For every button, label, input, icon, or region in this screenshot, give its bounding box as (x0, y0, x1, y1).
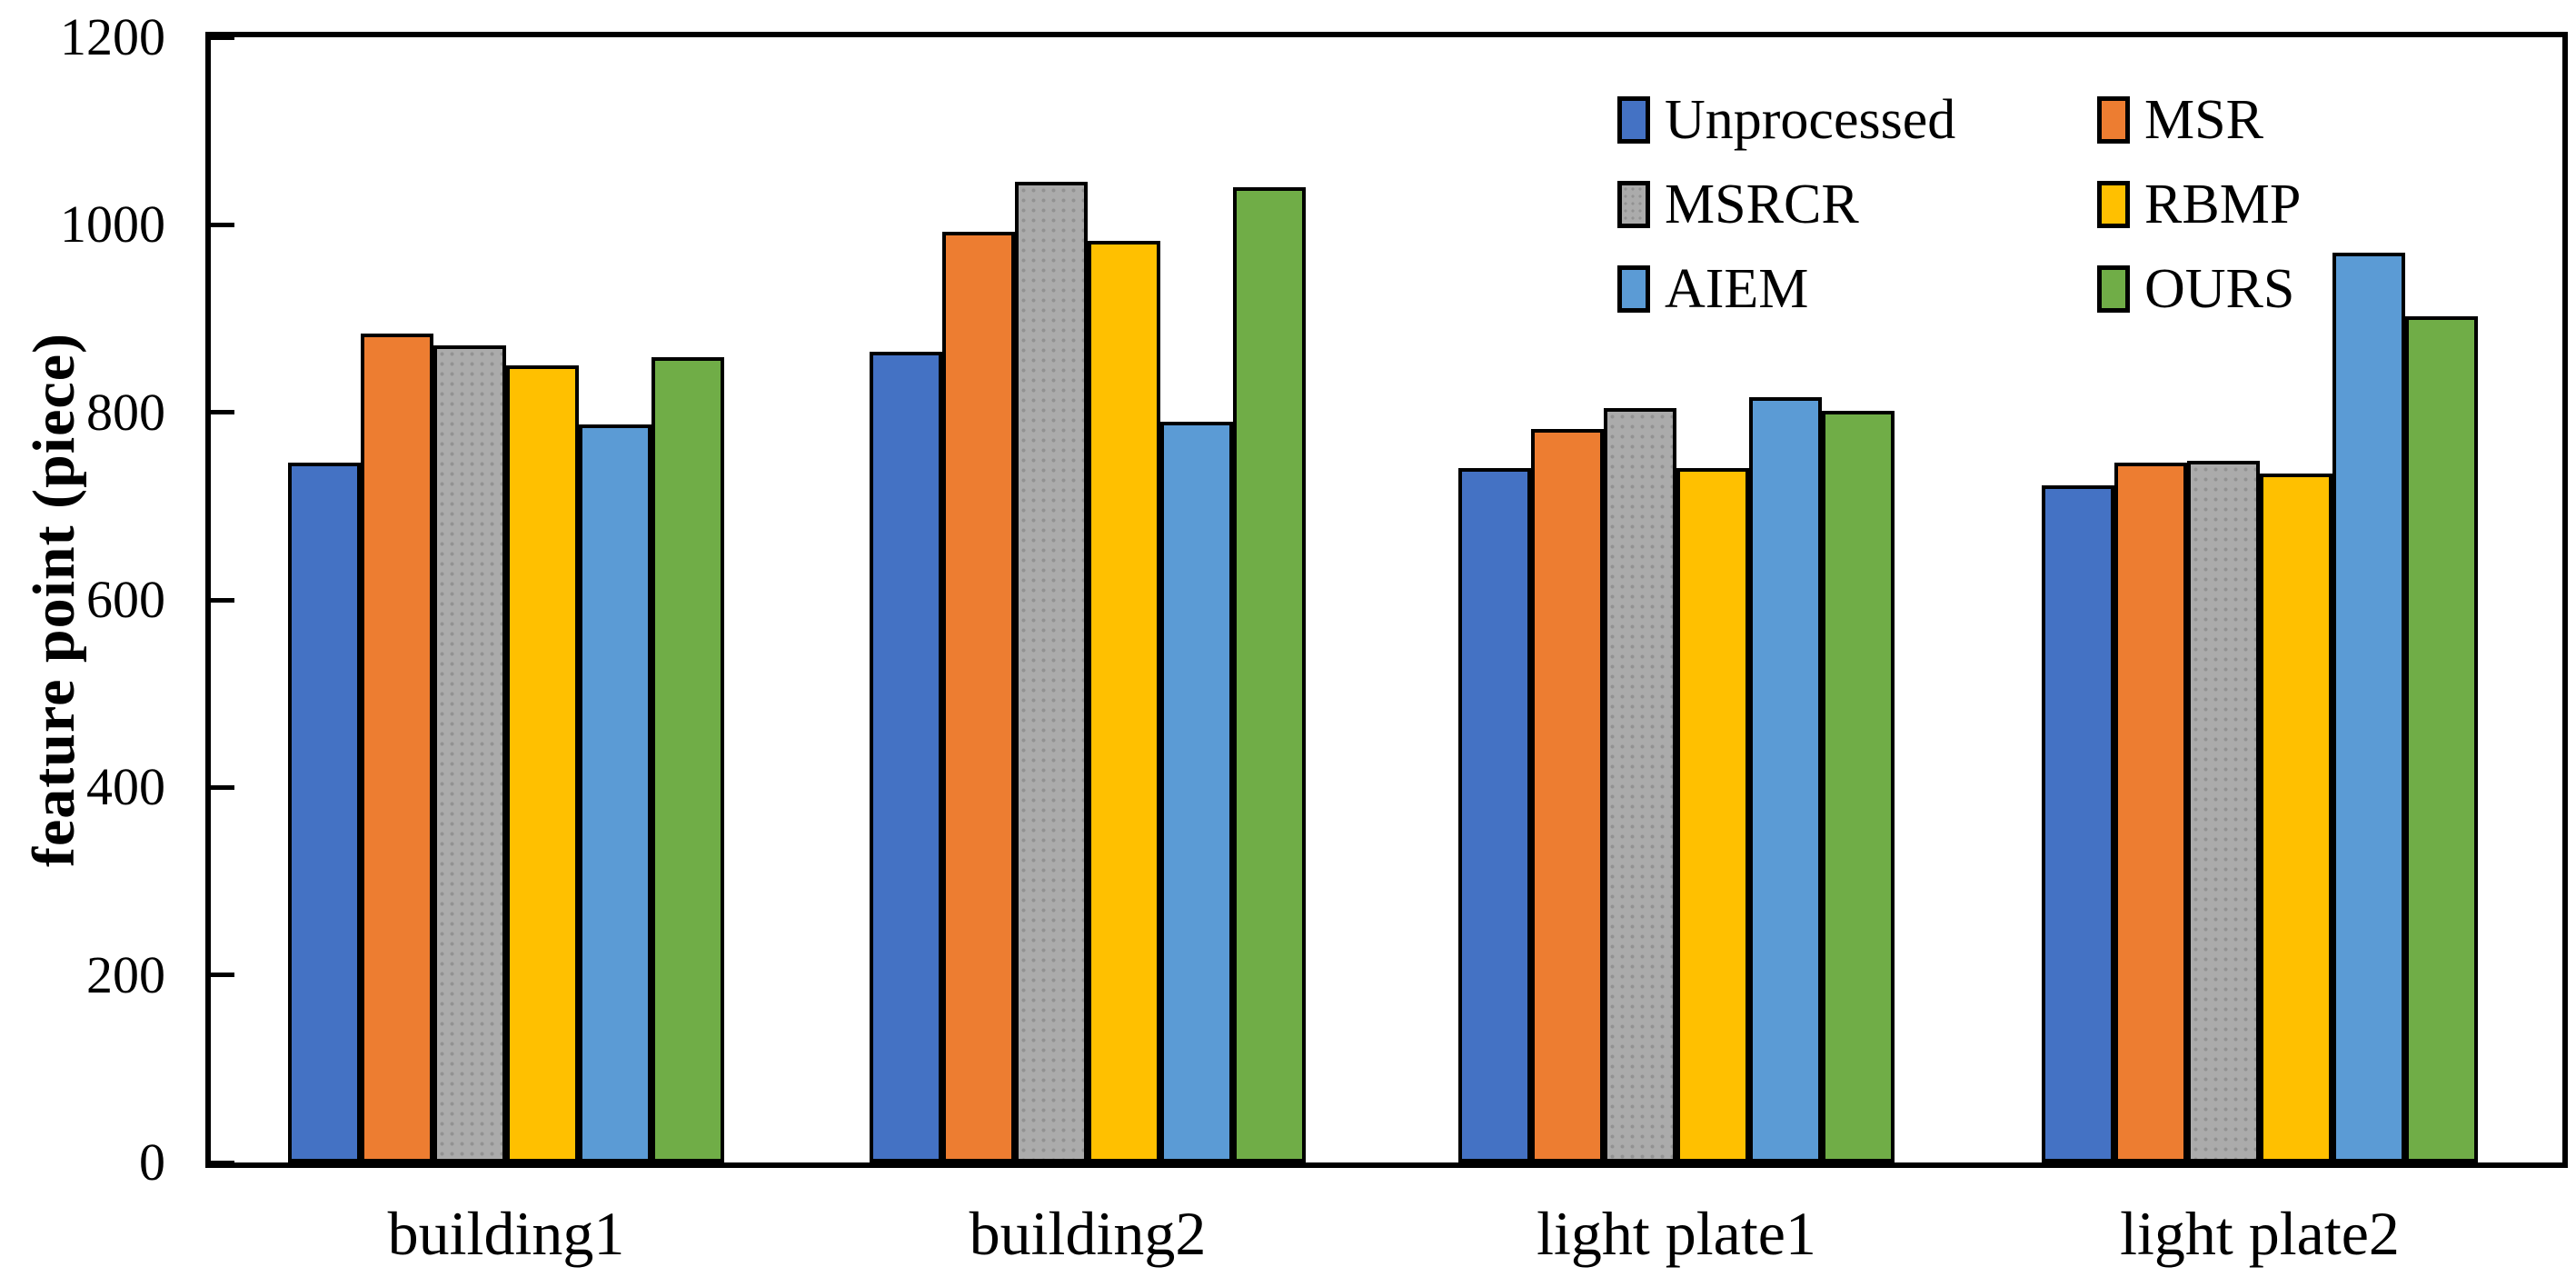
x-category-label-light-plate2: light plate2 (2120, 1199, 2400, 1268)
y-tick-mark (211, 410, 234, 415)
bar-ours-building1 (651, 357, 724, 1162)
legend-swatch-unprocessed (1617, 96, 1650, 144)
y-tick-mark (211, 597, 234, 603)
legend-swatch-rbmp (2097, 181, 2130, 228)
bar-group-light-plate1 (1458, 397, 1895, 1162)
legend-item-msrcr: MSRCR (1617, 174, 1859, 235)
y-tick-mark (211, 784, 234, 790)
x-category-label-building1: building1 (387, 1199, 625, 1268)
bar-msrcr-building1 (433, 345, 506, 1162)
bar-aiem-light-plate1 (1749, 397, 1822, 1162)
bar-group-building1 (288, 334, 724, 1162)
bar-unprocessed-light-plate2 (2042, 485, 2114, 1162)
legend-label-unprocessed: Unprocessed (1665, 89, 1956, 151)
legend-label-aiem: AIEM (1665, 258, 1809, 320)
bar-ours-building2 (1233, 187, 1306, 1162)
bar-msrcr-light-plate1 (1604, 408, 1676, 1162)
bar-rbmp-building1 (506, 365, 579, 1162)
bar-msrcr-light-plate2 (2187, 461, 2260, 1162)
y-tick-mark (211, 35, 234, 40)
bar-unprocessed-building1 (288, 463, 361, 1162)
y-tick-label-200: 200 (86, 944, 165, 1004)
legend-label-msrcr: MSRCR (1665, 174, 1859, 235)
y-tick-mark (211, 222, 234, 227)
legend-label-rbmp: RBMP (2144, 174, 2302, 235)
bar-aiem-light-plate2 (2332, 253, 2405, 1162)
y-tick-mark (211, 1160, 234, 1165)
y-tick-label-1200: 1200 (60, 7, 165, 66)
bar-msrcr-building2 (1015, 182, 1088, 1162)
legend-swatch-aiem (1617, 265, 1650, 313)
legend-item-msr: MSR (2097, 89, 2263, 151)
bar-rbmp-light-plate1 (1676, 468, 1749, 1162)
bar-unprocessed-building2 (870, 352, 942, 1162)
legend-item-unprocessed: Unprocessed (1617, 89, 1956, 151)
y-tick-label-800: 800 (86, 382, 165, 442)
plot-area: Unprocessed MSRCR AIEM MSR RBMP OURS (205, 32, 2568, 1168)
bar-msr-light-plate1 (1531, 429, 1604, 1162)
bar-rbmp-light-plate2 (2260, 474, 2332, 1162)
x-category-label-building2: building2 (969, 1199, 1207, 1268)
x-category-label-light-plate1: light plate1 (1537, 1199, 1816, 1268)
legend-item-rbmp: RBMP (2097, 174, 2302, 235)
y-tick-mark (211, 973, 234, 978)
y-tick-label-0: 0 (139, 1132, 165, 1192)
bar-group-light-plate2 (2042, 253, 2478, 1162)
legend-item-ours: OURS (2097, 258, 2295, 320)
bar-ours-light-plate2 (2405, 316, 2478, 1162)
y-tick-label-400: 400 (86, 757, 165, 817)
legend-label-msr: MSR (2144, 89, 2263, 151)
bar-msr-light-plate2 (2114, 463, 2187, 1162)
bar-aiem-building2 (1160, 422, 1233, 1162)
bar-msr-building1 (361, 334, 433, 1162)
y-tick-label-600: 600 (86, 570, 165, 629)
bar-aiem-building1 (579, 424, 651, 1162)
legend-swatch-msr (2097, 96, 2130, 144)
legend-label-ours: OURS (2144, 258, 2295, 320)
bar-group-building2 (870, 182, 1306, 1162)
bar-rbmp-building2 (1088, 241, 1160, 1162)
legend-item-aiem: AIEM (1617, 258, 1809, 320)
y-tick-label-1000: 1000 (60, 195, 165, 254)
bar-unprocessed-light-plate1 (1458, 468, 1531, 1162)
bar-msr-building2 (942, 232, 1015, 1162)
bar-ours-light-plate1 (1822, 411, 1895, 1162)
legend-swatch-msrcr (1617, 181, 1650, 228)
legend-swatch-ours (2097, 265, 2130, 313)
